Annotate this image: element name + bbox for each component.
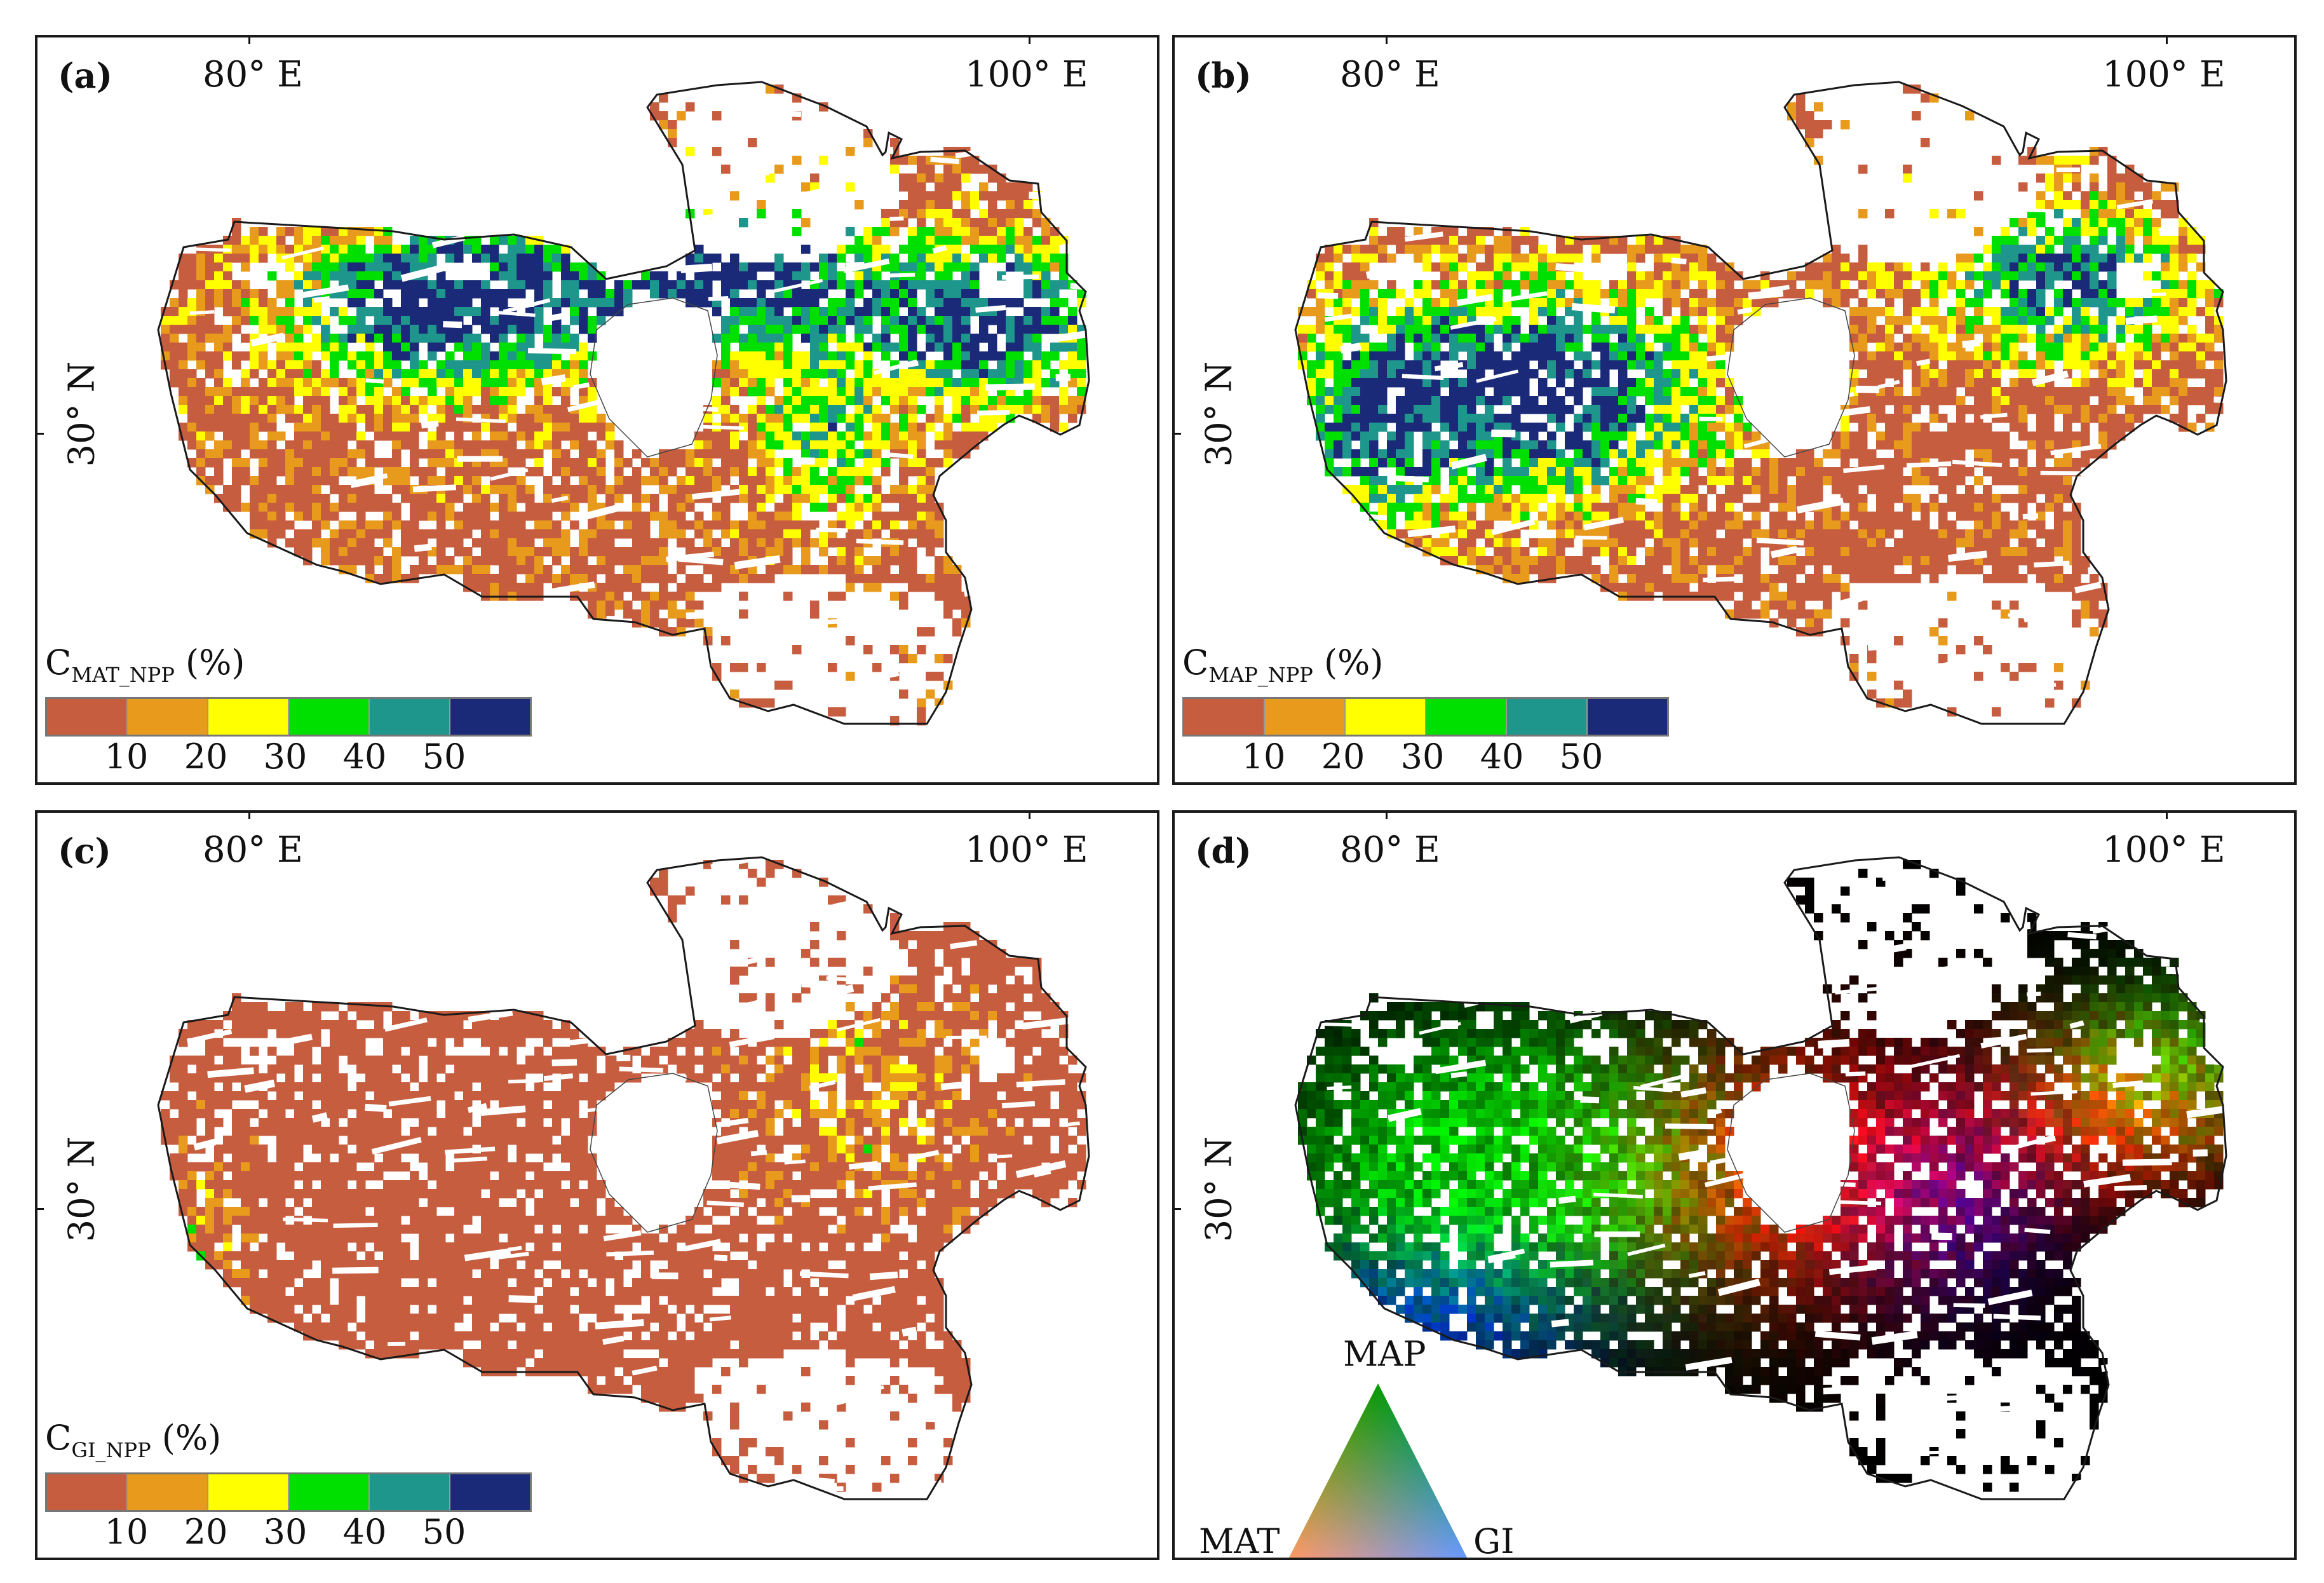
longitude-100-label: 100° E [2102, 829, 2226, 871]
longitude-tick [248, 813, 250, 819]
longitude-tick [1386, 37, 1388, 44]
legend-swatch [208, 1474, 289, 1510]
legend-ticks: 10 20 30 40 50 [45, 1512, 528, 1552]
legend-swatch [47, 1474, 128, 1510]
latitude-tick [1175, 433, 1181, 435]
legend-tick-label: 30 [1400, 737, 1445, 777]
latitude-tick [37, 433, 44, 435]
legend-swatch [450, 699, 530, 735]
color-legend-bar [45, 697, 532, 737]
legend-title: CMAP_NPP (%) [1182, 642, 1384, 687]
legend-swatch [450, 1474, 530, 1510]
legend-ticks: 10 20 30 40 50 [45, 737, 528, 777]
rgb-composite-map [1294, 856, 2240, 1500]
npp-map-b [1294, 81, 2246, 725]
latitude-30-label: 30° N [61, 361, 103, 467]
color-legend-bar [1182, 697, 1669, 737]
longitude-100-label: 100° E [965, 829, 1088, 871]
legend-swatch [289, 1474, 370, 1510]
region-boundary [157, 856, 1090, 1500]
latitude-30-label: 30° N [1198, 361, 1240, 467]
legend-title: CGI_NPP (%) [45, 1418, 222, 1462]
legend-tick-label: 10 [1241, 737, 1286, 777]
triangle-top-label: MAP [1343, 1334, 1426, 1374]
legend-title: CMAT_NPP (%) [45, 642, 245, 687]
longitude-tick [2166, 813, 2168, 819]
panel-label: (c) [58, 831, 111, 871]
legend-tick-label: 20 [184, 1512, 228, 1552]
color-legend-bar [45, 1472, 532, 1512]
legend-swatch [1507, 699, 1588, 735]
legend-swatch [1265, 699, 1346, 735]
legend-swatch [128, 1474, 208, 1510]
longitude-80-label: 80° E [1340, 54, 1440, 95]
legend-tick-label: 40 [1480, 737, 1524, 777]
legend-tick-label: 20 [184, 737, 228, 777]
region-boundary [1294, 856, 2227, 1500]
longitude-tick [1386, 813, 1388, 819]
panel-label: (d) [1195, 831, 1252, 871]
npp-map-a [157, 81, 1103, 726]
panel-label: (b) [1195, 55, 1252, 96]
legend-tick-label: 10 [104, 1512, 149, 1552]
map-panel-a: (a) 80° E 100° E 30° N CMAT_NPP (%) 10 20… [35, 35, 1159, 785]
legend-tick-label: 30 [263, 737, 307, 777]
triangle-right-label: GI [1473, 1521, 1515, 1560]
legend-swatch [1184, 699, 1265, 735]
rgb-triangle-legend [1289, 1383, 1467, 1558]
legend-tick-label: 30 [263, 1512, 307, 1552]
map-panel-d: (d) 80° E 100° E 30° N MAP MAT GI [1172, 810, 2297, 1560]
longitude-tick [2166, 37, 2168, 44]
region-boundary [1294, 81, 2227, 725]
map-panel-c: (c) 80° E 100° E 30° N CGI_NPP (%) 10 20 3… [35, 810, 1159, 1560]
legend-tick-label: 20 [1321, 737, 1365, 777]
longitude-80-label: 80° E [203, 829, 303, 871]
region-boundary [157, 81, 1090, 725]
legend-swatch [289, 699, 370, 735]
panel-label: (a) [58, 55, 113, 96]
legend-swatch [128, 699, 208, 735]
legend-swatch [370, 1474, 450, 1510]
map-panel-b: (b) 80° E 100° E 30° N CMAP_NPP (%) 10 20… [1172, 35, 2297, 785]
longitude-tick [248, 37, 250, 44]
legend-swatch [208, 699, 289, 735]
longitude-tick [1029, 37, 1030, 44]
latitude-tick [1175, 1208, 1181, 1210]
legend-ticks: 10 20 30 40 50 [1182, 737, 1665, 777]
legend-tick-label: 40 [342, 1512, 387, 1552]
legend-tick-label: 50 [422, 737, 466, 777]
longitude-80-label: 80° E [1340, 829, 1440, 871]
legend-tick-label: 40 [342, 737, 387, 777]
npp-map-c [157, 855, 1090, 1500]
longitude-80-label: 80° E [203, 54, 303, 95]
legend-tick-label: 50 [422, 1512, 466, 1552]
legend-swatch [1426, 699, 1507, 735]
longitude-100-label: 100° E [965, 54, 1088, 95]
longitude-tick [1029, 813, 1030, 819]
latitude-tick [37, 1208, 44, 1210]
legend-swatch [370, 699, 450, 735]
latitude-30-label: 30° N [1198, 1136, 1240, 1242]
legend-tick-label: 10 [104, 737, 149, 777]
legend-swatch [1346, 699, 1426, 735]
longitude-100-label: 100° E [2102, 54, 2226, 95]
triangle-left-label: MAT [1199, 1521, 1280, 1560]
legend-swatch [1588, 699, 1667, 735]
latitude-30-label: 30° N [61, 1136, 103, 1242]
legend-swatch [47, 699, 128, 735]
legend-tick-label: 50 [1559, 737, 1604, 777]
